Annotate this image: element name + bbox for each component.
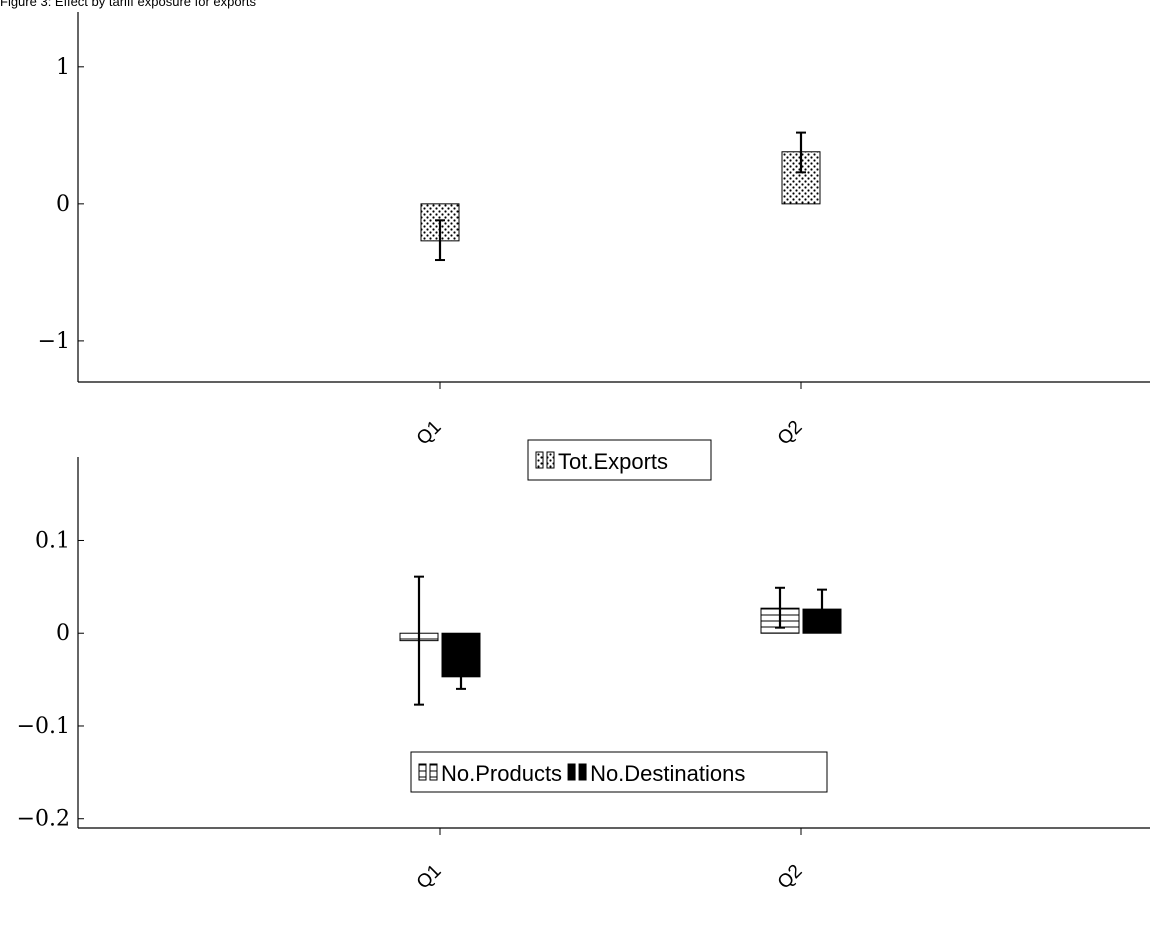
x-tick-label: Q1 xyxy=(413,417,446,450)
y-tick-label: 0 xyxy=(56,621,70,646)
legend: No.Products No.Destinations xyxy=(410,751,828,793)
y-tick-label: −1 xyxy=(38,329,70,354)
legend-swatch xyxy=(535,451,544,469)
legend-box xyxy=(410,751,828,793)
legend-label: No.Products xyxy=(441,761,562,786)
legend-swatch xyxy=(578,763,587,781)
legend-box xyxy=(527,439,712,481)
x-tick-label: Q2 xyxy=(774,861,807,894)
y-tick-label: −0.1 xyxy=(17,714,70,739)
figure-caption: Figure 3: Effect by tariff exposure for … xyxy=(0,0,257,9)
y-tick-label: −0.2 xyxy=(17,807,70,832)
legend-label: No.Destinations xyxy=(590,761,745,786)
x-tick-label: Q2 xyxy=(774,417,807,450)
legend-swatch xyxy=(546,451,555,469)
panel-total-exports: −1 0 1 Q1 Q2 Tot.Exports xyxy=(38,12,1150,481)
x-tick-label: Q1 xyxy=(413,861,446,894)
legend-swatch xyxy=(418,763,427,781)
legend-label: Tot.Exports xyxy=(558,449,668,474)
legend: Tot.Exports xyxy=(527,439,712,481)
legend-swatch xyxy=(429,763,438,781)
y-tick-label: 0.1 xyxy=(35,528,70,553)
panel-products-destinations: −0.2 −0.1 0 0.1 Q1 Q2 No.Products No.Destinatio… xyxy=(17,457,1150,893)
y-tick-label: 0 xyxy=(56,192,70,217)
y-tick-label: 1 xyxy=(56,55,70,80)
legend-swatch xyxy=(567,763,576,781)
